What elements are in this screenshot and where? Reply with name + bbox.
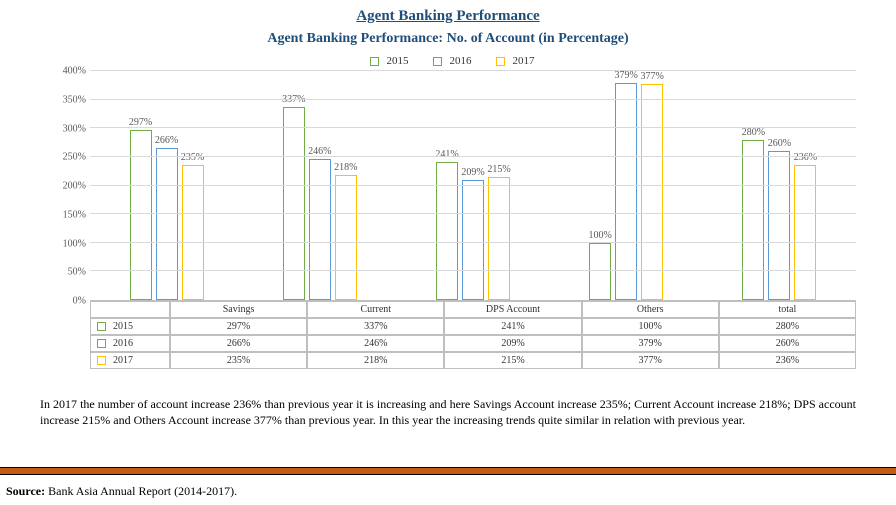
y-tick-label: 300% (63, 123, 86, 134)
bar: 246% (309, 159, 331, 300)
bar: 260% (768, 151, 790, 300)
grid-line (90, 213, 856, 214)
table-column-header: DPS Account (444, 301, 581, 318)
y-tick-label: 100% (63, 238, 86, 249)
bar-value-label: 379% (615, 70, 638, 81)
chart-legend: 2015 2016 2017 (40, 55, 856, 67)
table-cell: 100% (582, 318, 719, 335)
table-cell: 218% (307, 352, 444, 369)
table-cell: 377% (582, 352, 719, 369)
table-cell: 241% (444, 318, 581, 335)
bar-value-label: 209% (461, 167, 484, 178)
grid-line (90, 242, 856, 243)
bar-value-label: 215% (487, 164, 510, 175)
bar: 209% (462, 180, 484, 300)
legend-swatch (370, 57, 379, 66)
table-column-header: total (719, 301, 856, 318)
bar-value-label: 266% (155, 135, 178, 146)
bar-value-label: 236% (794, 152, 817, 163)
legend-swatch (97, 356, 106, 365)
bar: 218% (335, 175, 357, 300)
bar: 379% (615, 83, 637, 300)
table-cell: 235% (170, 352, 307, 369)
bar-group: 100%379%377% (550, 71, 703, 300)
source-text: Bank Asia Annual Report (2014-2017). (45, 484, 237, 498)
source-label: Source: (6, 484, 45, 498)
table-cell: 266% (170, 335, 307, 352)
chart-title: Agent Banking Performance: No. of Accoun… (40, 31, 856, 47)
table-cell: 260% (719, 335, 856, 352)
legend-swatch (97, 339, 106, 348)
legend-swatch (97, 322, 106, 331)
bar-group: 241%209%215% (396, 71, 549, 300)
table-cell: 209% (444, 335, 581, 352)
table-row-header: 2016 (90, 335, 170, 352)
bar: 280% (742, 140, 764, 300)
bar: 215% (488, 177, 510, 300)
grid-line (90, 70, 856, 71)
y-tick-label: 50% (68, 267, 86, 278)
table-cell: 379% (582, 335, 719, 352)
table-row-header: 2017 (90, 352, 170, 369)
y-tick-label: 350% (63, 94, 86, 105)
grid-line (90, 156, 856, 157)
y-axis: 0%50%100%150%200%250%300%350%400% (40, 71, 90, 301)
table-row-header: 2015 (90, 318, 170, 335)
grid-line (90, 99, 856, 100)
y-tick-label: 400% (63, 66, 86, 77)
source-line: Source: Bank Asia Annual Report (2014-20… (6, 484, 237, 499)
divider-rule (0, 467, 896, 475)
body-paragraph: In 2017 the number of account increase 2… (40, 396, 856, 428)
bar-group: 280%260%236% (703, 71, 856, 300)
bar-value-label: 235% (181, 152, 204, 163)
y-tick-label: 150% (63, 209, 86, 220)
table-cell: 236% (719, 352, 856, 369)
bar: 241% (436, 162, 458, 300)
bar-value-label: 377% (641, 71, 664, 82)
grid-line (90, 270, 856, 271)
chart-container: Agent Banking Performance: No. of Accoun… (40, 31, 856, 386)
bar-group: 297%266%235% (90, 71, 243, 300)
bar-value-label: 100% (589, 230, 612, 241)
bar-value-label: 260% (768, 138, 791, 149)
legend-item: 2016 (425, 55, 472, 67)
legend-swatch (433, 57, 442, 66)
bar: 377% (641, 84, 663, 300)
bar-value-label: 280% (742, 127, 765, 138)
grid-line (90, 127, 856, 128)
bar-group: 337%246%218% (243, 71, 396, 300)
bar: 100% (589, 243, 611, 300)
legend-swatch (496, 57, 505, 66)
table-column-header: Current (307, 301, 444, 318)
table-cell: 246% (307, 335, 444, 352)
bar-value-label: 241% (435, 149, 458, 160)
table-cell: 215% (444, 352, 581, 369)
plot-area: 297%266%235%337%246%218%241%209%215%100%… (90, 71, 856, 301)
bar-value-label: 218% (334, 162, 357, 173)
grid-line (90, 185, 856, 186)
y-tick-label: 250% (63, 152, 86, 163)
table-column-header: Savings (170, 301, 307, 318)
table-cell: 280% (719, 318, 856, 335)
data-table: SavingsCurrentDPS AccountOtherstotal 2015… (90, 301, 856, 369)
page-title: Agent Banking Performance (0, 0, 896, 25)
table-cell: 297% (170, 318, 307, 335)
table-corner (90, 301, 170, 318)
table-cell: 337% (307, 318, 444, 335)
y-tick-label: 0% (73, 296, 86, 307)
bar: 235% (182, 165, 204, 300)
y-tick-label: 200% (63, 181, 86, 192)
plot-row: 0%50%100%150%200%250%300%350%400% 297%26… (40, 71, 856, 301)
table-column-header: Others (582, 301, 719, 318)
legend-item: 2017 (488, 55, 535, 67)
legend-item: 2015 (362, 55, 409, 67)
bar: 266% (156, 148, 178, 300)
